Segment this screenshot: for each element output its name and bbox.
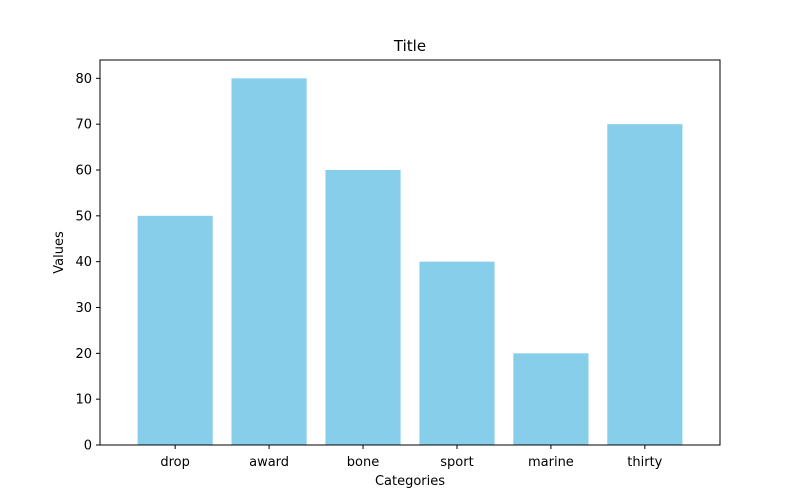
bar-bone <box>325 170 401 445</box>
y-tick-label: 30 <box>75 301 92 316</box>
y-tick-label: 80 <box>75 72 92 87</box>
bar-sport <box>419 261 495 445</box>
bar-award <box>231 78 307 445</box>
x-tick-label-marine: marine <box>528 455 574 470</box>
y-tick-label: 20 <box>75 347 92 362</box>
bars-group <box>137 78 683 446</box>
x-tick-label-award: award <box>249 455 289 470</box>
bar-thirty <box>607 124 683 446</box>
x-tick-label-sport: sport <box>440 455 473 470</box>
chart-title: Title <box>393 37 426 55</box>
bar-drop <box>137 215 213 445</box>
y-tick-label: 10 <box>75 393 92 408</box>
x-tick-label-bone: bone <box>347 455 379 470</box>
y-tick-label: 50 <box>75 209 92 224</box>
x-tick-label-drop: drop <box>160 455 190 470</box>
y-axis: 0 10 20 30 40 50 60 70 80 <box>75 72 100 454</box>
y-tick-label: 40 <box>75 255 92 270</box>
bar-marine <box>513 353 589 445</box>
y-tick-label: 60 <box>75 164 92 179</box>
x-axis-label: Categories <box>375 474 445 489</box>
plot-frame <box>99 59 721 446</box>
x-tick-label-thirty: thirty <box>627 455 662 470</box>
y-axis-label: Values <box>52 231 67 274</box>
y-tick-label: 70 <box>75 118 92 133</box>
y-tick-label: 0 <box>84 439 92 454</box>
x-axis: drop award bone sport marine thirty <box>160 445 663 470</box>
